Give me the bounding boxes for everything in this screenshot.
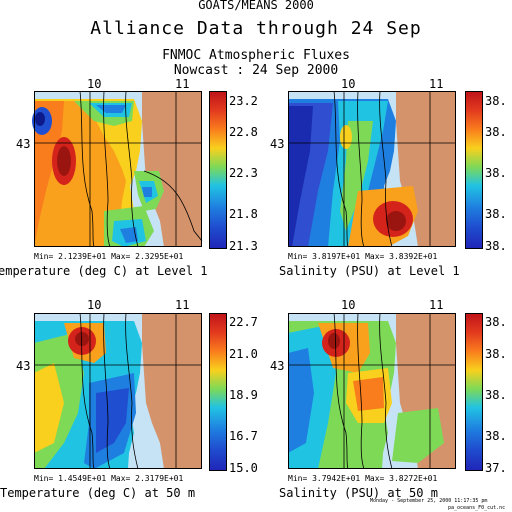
minmax-temp-50m: Min= 1.4549E+01 Max= 2.3179E+01 [34,474,184,483]
footer-filename: pa_oceans_F0_cut.nc [448,505,506,511]
lon-label-11: 11 [429,298,444,312]
cb-label: 38. [485,166,507,180]
cb-label: 38. [485,207,507,221]
cb-label: 37. [485,461,507,475]
colorbar-temp-50m [209,313,227,471]
map-sal-50m [288,312,456,470]
colorbar-sal-50m [465,313,483,471]
cb-label: 38. [485,239,507,253]
cb-label: 38. [485,388,507,402]
minmax-sal-50m: Min= 3.7942E+01 Max= 3.8272E+01 [288,474,438,483]
lon-label-10: 10 [87,77,102,91]
cb-label: 38. [485,125,507,139]
cb-label: 18.9 [229,388,258,402]
caption-temp-50m: Temperature (deg C) at 50 m [0,486,196,500]
cb-label: 22.3 [229,166,258,180]
cb-label: 16.7 [229,429,258,443]
caption-sal-l1: Salinity (PSU) at Level 1 [279,264,460,278]
cb-label: 21.0 [229,347,258,361]
map-temp-l1 [32,90,203,248]
footer-timestamp: Monday - September 25, 2000 11:17:35 pm [370,498,488,504]
title-sub2: Nowcast : 24 Sep 2000 [173,63,339,78]
colorbar-temp-l1 [209,91,227,249]
lon-label-11: 11 [175,298,190,312]
colorbar-sal-l1 [465,91,483,249]
lon-label-10: 10 [87,298,102,312]
title-main: Alliance Data through 24 Sep [90,18,422,39]
title-sub1: FNMOC Atmospheric Fluxes [162,48,350,63]
cb-label: 38. [485,315,507,329]
cb-label: 38. [485,429,507,443]
caption-sal-50m: Salinity (PSU) at 50 m [279,486,438,500]
cb-label: 21.8 [229,207,258,221]
cb-label: 38. [485,347,507,361]
cb-label: 22.8 [229,125,258,139]
minmax-temp-l1: Min= 2.1239E+01 Max= 2.3295E+01 [34,252,184,261]
lon-label-11: 11 [175,77,190,91]
map-temp-50m [34,312,202,470]
minmax-sal-l1: Min= 3.8197E+01 Max= 3.8392E+01 [288,252,438,261]
cb-label: 23.2 [229,94,258,108]
lat-label-43: 43 [16,137,31,151]
lon-label-11: 11 [429,77,444,91]
cb-label: 22.7 [229,315,258,329]
cb-label: 15.0 [229,461,258,475]
cb-label: 21.3 [229,239,258,253]
lat-label-43: 43 [16,359,31,373]
title-top: GOATS/MEANS 2000 [198,0,314,12]
cb-label: 38. [485,94,507,108]
lat-label-43: 43 [270,137,285,151]
lat-label-43: 43 [270,359,285,373]
map-sal-l1 [288,90,456,248]
caption-temp-l1: emperature (deg C) at Level 1 [0,264,208,278]
lon-label-10: 10 [341,298,356,312]
lon-label-10: 10 [341,77,356,91]
